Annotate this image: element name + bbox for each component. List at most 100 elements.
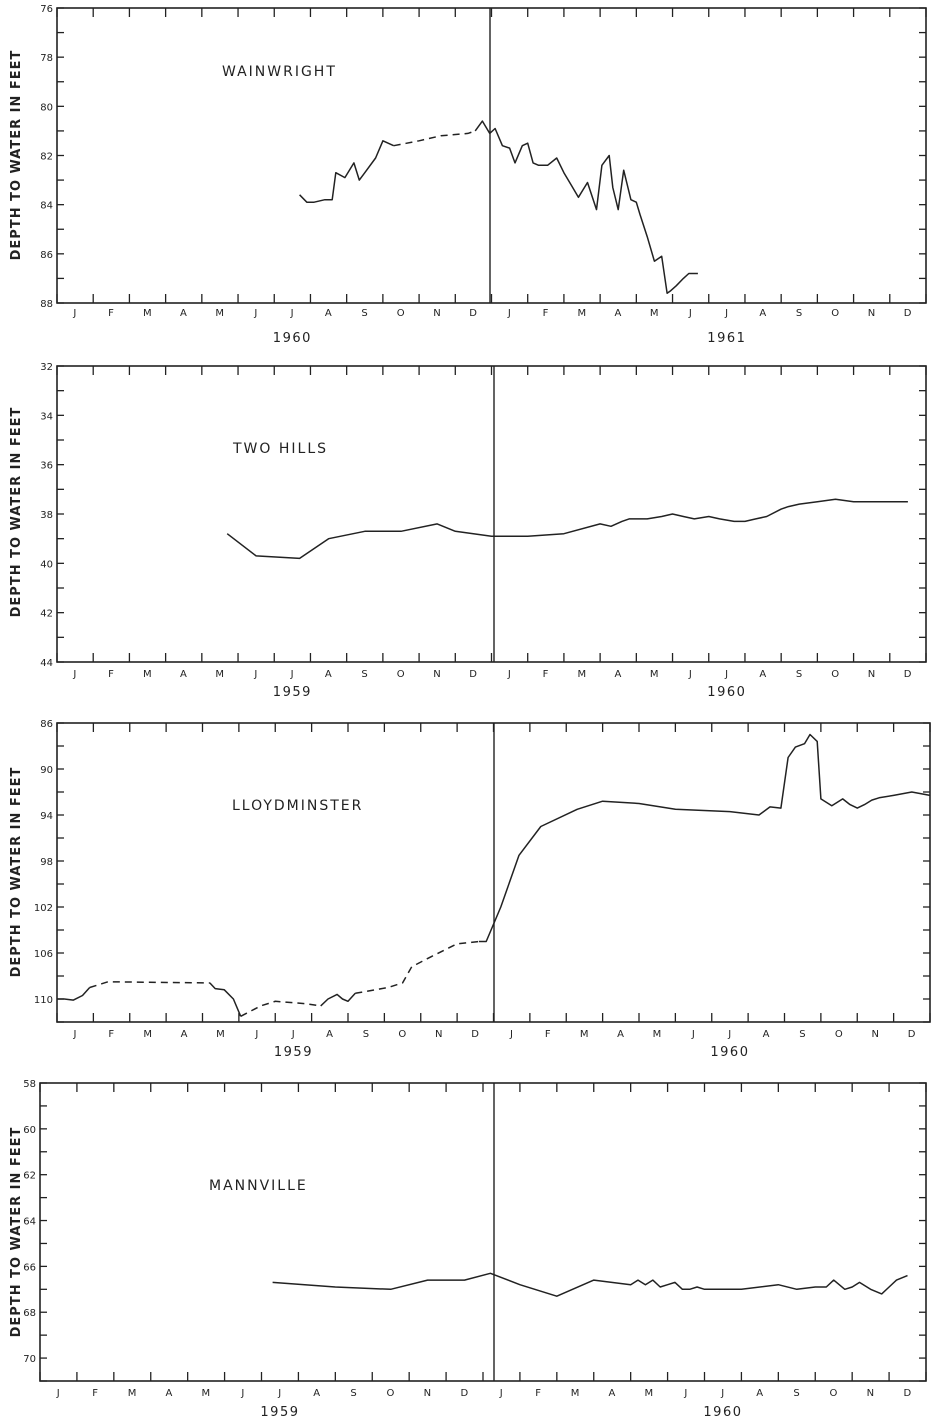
month-label: N (868, 669, 876, 680)
month-label: M (577, 669, 586, 680)
series-line (320, 992, 356, 1007)
month-label: M (650, 669, 659, 680)
y-tick-label: 36 (40, 461, 53, 472)
panel-wainwright: 76 78 80 82 84 86 88 J F M A M J J A S O N D J F M A M J J A S O N D 19… (9, 4, 927, 346)
month-label: J (254, 1029, 258, 1040)
month-label: J (507, 669, 511, 680)
series-line (478, 733, 931, 943)
month-label: O (398, 1029, 406, 1040)
y-tick-label: 86 (40, 250, 53, 261)
month-label: A (756, 1388, 763, 1399)
series-line (57, 986, 91, 1001)
series-line (272, 1272, 908, 1297)
month-label: M (215, 669, 224, 680)
month-label: D (908, 1029, 916, 1040)
y-tick-label: 82 (40, 152, 53, 163)
month-label: J (290, 669, 294, 680)
station-title: LLOYDMINSTER (232, 798, 363, 814)
station-title: MANNVILLE (209, 1178, 308, 1194)
month-label: M (645, 1388, 654, 1399)
month-label: J (688, 308, 692, 319)
series-line-dashed (240, 1000, 321, 1017)
month-label: A (181, 1029, 188, 1040)
panel-lloydminster: 86 90 94 98 102 106 110 J F M A M J J A S O N D J F M A M J J A S O N… (9, 719, 931, 1060)
month-label: J (72, 669, 76, 680)
y-tick-label: 88 (40, 299, 53, 310)
month-label: A (180, 669, 187, 680)
y-tick-label: 58 (23, 1079, 36, 1090)
month-label: J (691, 1029, 695, 1040)
month-label: D (903, 1388, 911, 1399)
y-tick-label: 34 (40, 411, 53, 422)
month-label: S (350, 1388, 357, 1399)
month-label: M (143, 1029, 152, 1040)
y-tick-label: 40 (40, 559, 53, 570)
series-line (474, 120, 698, 294)
month-label: N (867, 1388, 875, 1399)
month-label: F (108, 308, 114, 319)
month-label: N (424, 1388, 432, 1399)
y-tick-label: 80 (40, 102, 53, 113)
y-tick-label: 62 (23, 1171, 36, 1182)
month-label: J (72, 1029, 76, 1040)
month-label: S (363, 1029, 370, 1040)
month-label: D (469, 669, 477, 680)
year-label: 1960 (703, 1405, 742, 1420)
month-label: D (904, 669, 912, 680)
y-tick-label: 42 (40, 609, 53, 620)
month-label: J (72, 308, 76, 319)
y-tick-label: 68 (23, 1308, 36, 1319)
month-label: J (683, 1388, 687, 1399)
month-label: A (617, 1029, 624, 1040)
series-line (209, 982, 242, 1017)
y-tick-label: 94 (40, 811, 53, 822)
series-line (299, 140, 395, 203)
month-label: O (830, 1388, 838, 1399)
y-tick-label: 70 (23, 1354, 36, 1365)
month-label: M (650, 308, 659, 319)
month-label: J (724, 669, 728, 680)
y-tick-label: 64 (23, 1217, 36, 1228)
month-label: F (545, 1029, 551, 1040)
month-label: J (688, 669, 692, 680)
month-label: J (727, 1029, 731, 1040)
y-tick-label: 76 (40, 4, 53, 15)
y-tick-label: 102 (34, 903, 53, 914)
month-label: J (277, 1388, 281, 1399)
month-label: F (108, 1029, 114, 1040)
y-axis-label: DEPTH TO WATER IN FEET (9, 1127, 24, 1338)
month-label: J (499, 1388, 503, 1399)
month-label: J (720, 1388, 724, 1399)
month-label: J (724, 308, 728, 319)
plot-frame (39, 1082, 927, 1382)
month-label: M (202, 1388, 211, 1399)
month-label: M (577, 308, 586, 319)
month-label: N (871, 1029, 879, 1040)
month-label: S (793, 1388, 800, 1399)
y-tick-label: 84 (40, 201, 53, 212)
month-label: M (128, 1388, 137, 1399)
year-label: 1960 (710, 1045, 749, 1060)
month-label: M (571, 1388, 580, 1399)
month-label: J (291, 1029, 295, 1040)
month-label: F (92, 1388, 98, 1399)
month-label: N (433, 308, 441, 319)
y-axis-label: DEPTH TO WATER IN FEET (9, 407, 24, 618)
y-tick-label: 110 (34, 995, 53, 1006)
month-label: M (143, 669, 152, 680)
month-label: A (325, 669, 332, 680)
month-label: J (507, 308, 511, 319)
y-tick-label: 98 (40, 857, 53, 868)
month-label: S (799, 1029, 806, 1040)
year-label: 1961 (707, 331, 746, 346)
series-line (226, 498, 908, 560)
year-label: 1960 (707, 685, 746, 700)
panel-mannville: 58 60 62 64 66 68 70 J F M A M J J A S O N D J F M A M J J A S O N D 19… (9, 1079, 927, 1420)
month-label: A (326, 1029, 333, 1040)
month-label: O (397, 308, 405, 319)
month-label: A (180, 308, 187, 319)
month-label: A (313, 1388, 320, 1399)
month-label: D (469, 308, 477, 319)
month-label: A (609, 1388, 616, 1399)
